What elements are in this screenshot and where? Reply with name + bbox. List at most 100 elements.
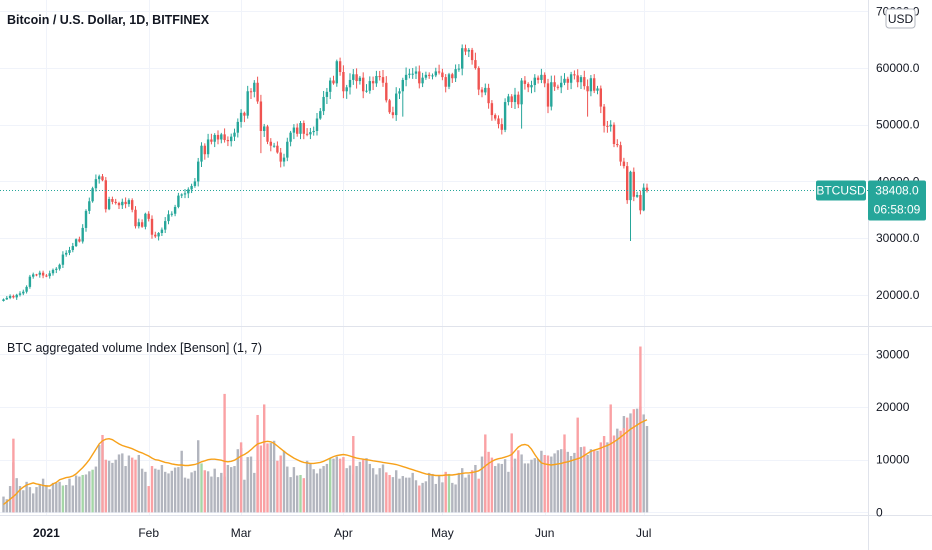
volume-bar <box>484 434 487 513</box>
volume-bar <box>536 459 540 513</box>
candle-body <box>447 74 451 87</box>
candle-body <box>22 291 25 294</box>
volume-bar <box>140 468 144 513</box>
candle-body <box>154 234 157 237</box>
candle-body <box>187 189 190 194</box>
candle-body <box>48 273 51 277</box>
volume-bar <box>480 456 484 513</box>
candle-body <box>335 61 338 84</box>
volume-bar <box>543 454 546 513</box>
volume-bar <box>461 468 464 513</box>
candle-body <box>35 274 38 276</box>
candle-body <box>200 145 203 162</box>
volume-bar <box>32 493 35 513</box>
volume-bar <box>322 466 325 513</box>
volume-bar <box>626 417 629 513</box>
volume-bar <box>114 459 117 513</box>
candle-body <box>345 87 348 92</box>
volume-bar <box>421 482 424 513</box>
candle-body <box>12 295 15 298</box>
candle-body <box>431 75 434 77</box>
candle-body <box>282 157 286 162</box>
volume-bar <box>490 457 494 513</box>
volume-bar <box>401 476 404 513</box>
volume-bar <box>206 471 210 513</box>
candle-body <box>253 82 256 92</box>
grid-lines <box>0 0 868 515</box>
candle-body <box>378 75 381 78</box>
volume-bar <box>477 478 480 513</box>
volume-bar <box>107 460 111 513</box>
volume-bar <box>292 467 296 513</box>
volume-bar <box>259 445 263 513</box>
volume-bar <box>48 489 51 513</box>
candle-body <box>642 187 645 211</box>
candle-body <box>418 71 421 84</box>
volume-bar <box>602 436 606 513</box>
volume-bar <box>431 473 434 513</box>
chart-title: Bitcoin / U.S. Dollar, 1D, BITFINEX <box>7 13 210 27</box>
volume-bar <box>216 477 220 513</box>
candle-body <box>263 126 266 131</box>
volume-bar <box>183 477 187 513</box>
volume-bar <box>22 490 25 513</box>
volume-bar <box>517 450 520 513</box>
candle-body <box>124 201 127 205</box>
volume-bar <box>540 450 543 513</box>
volume-bar <box>315 473 319 513</box>
candle-body <box>55 268 58 270</box>
volume-bar <box>223 393 226 513</box>
volume-indicator-title: BTC aggregated volume Index [Benson] (1,… <box>7 341 262 355</box>
volume-bar <box>487 451 490 513</box>
price-tick-label: 60000.0 <box>876 61 920 75</box>
candle-body <box>474 60 477 69</box>
volume-bar <box>246 457 249 513</box>
volume-bar <box>470 470 474 513</box>
candle-body <box>411 73 414 75</box>
volume-bar <box>381 464 385 513</box>
volume-bar <box>642 414 645 513</box>
candle-body <box>371 81 375 84</box>
candle-body <box>131 200 134 210</box>
volume-bar <box>500 463 503 513</box>
candle-body <box>167 214 170 222</box>
volume-bar <box>131 457 134 513</box>
volume-bar <box>355 466 358 513</box>
candle-body <box>348 79 352 88</box>
volume-bar <box>583 446 586 513</box>
candle-body <box>540 74 543 80</box>
candle-body <box>197 161 200 182</box>
volume-bar <box>266 443 269 513</box>
volume-bar <box>342 457 345 513</box>
volume-bar <box>444 471 447 513</box>
candle-body <box>256 82 259 102</box>
candle-body <box>305 133 309 135</box>
candle-body <box>398 91 401 94</box>
volume-bar <box>576 417 579 513</box>
volume-bar <box>530 459 533 513</box>
candle-body <box>517 94 520 105</box>
candle-body <box>114 201 117 203</box>
time-tick-label: Jun <box>535 526 554 540</box>
volume-bar <box>553 453 556 513</box>
volume-bar <box>154 468 157 513</box>
currency-button[interactable]: USD <box>885 8 916 29</box>
volume-bar <box>305 460 309 513</box>
candle-body <box>358 77 362 82</box>
candle-body <box>259 101 263 131</box>
volume-bar <box>55 482 58 513</box>
volume-moving-average-line <box>3 419 648 506</box>
volume-bar <box>599 442 602 513</box>
candle-body <box>494 115 497 119</box>
candle-body <box>444 77 447 87</box>
candle-body <box>609 124 612 127</box>
candle-body <box>619 145 622 162</box>
volume-bar <box>639 346 642 513</box>
volume-bar <box>497 463 500 513</box>
candle-body <box>401 79 404 92</box>
candle-body <box>523 80 527 84</box>
volume-bar <box>170 470 173 513</box>
candle-body <box>381 77 385 83</box>
volume-bar <box>408 477 411 513</box>
candle-body <box>404 74 408 80</box>
